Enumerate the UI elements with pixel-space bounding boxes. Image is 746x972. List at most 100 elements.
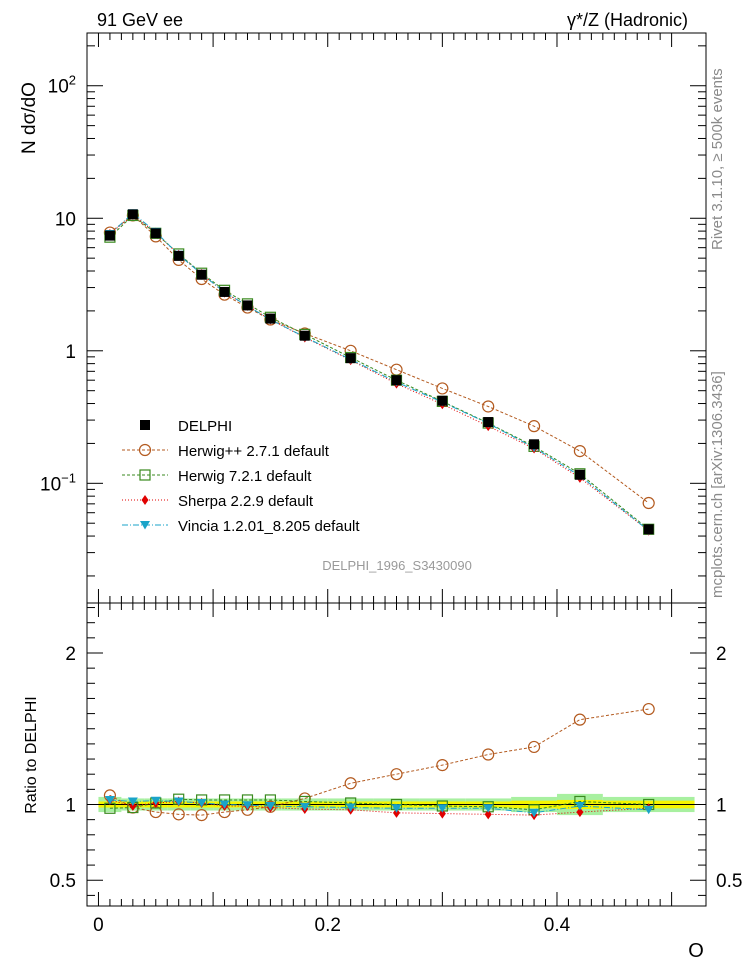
x-axis-label: O (688, 940, 704, 962)
legend-entry-vincia: Vincia 1.2.01_8.205 default (122, 518, 360, 535)
watermark: DELPHI_1996_S3430090 (322, 558, 472, 573)
data-point (527, 740, 541, 754)
legend-entry-sherpa: Sherpa 2.2.9 default (122, 493, 314, 510)
data-point (574, 802, 585, 811)
y-tick-label-right: 1 (716, 795, 727, 816)
ratio-frame (86, 602, 707, 907)
data-point (104, 795, 115, 805)
series-herwigpp (103, 209, 655, 510)
series-line (109, 212, 649, 531)
data-point (576, 807, 584, 818)
data-point (345, 353, 356, 364)
legend-label: Herwig++ 2.7.1 default (178, 443, 330, 460)
data-point (196, 269, 207, 280)
main-y-tick-labels: 10−1 1 10 102 (40, 73, 76, 496)
data-point (104, 230, 115, 241)
data-point (173, 797, 184, 806)
process-energy-label: 91 GeV ee (97, 10, 183, 30)
ratio-y-tick-labels: 0.5 0.5 1 1 2 2 (50, 644, 743, 892)
data-point (150, 228, 161, 239)
legend-label: Herwig 7.2.1 default (178, 468, 312, 485)
data-point (391, 375, 402, 386)
y-tick-label-right: 0.5 (716, 871, 742, 892)
data-point (150, 796, 161, 806)
legend-entry-herwig7: Herwig 7.2.1 default (122, 468, 312, 485)
y-tick-label: 10−1 (40, 470, 76, 495)
series-herwig7 (104, 209, 655, 535)
x-tick-label: 0.4 (544, 915, 571, 936)
data-point (642, 496, 655, 510)
data-point (141, 495, 149, 505)
x-tick-label: 0.2 (315, 915, 341, 936)
data-point (573, 713, 587, 726)
series-line (109, 799, 649, 814)
ratio-series-vincia (104, 795, 654, 818)
data-point (436, 382, 449, 395)
series-line (109, 708, 649, 816)
main-ticks (87, 33, 706, 603)
data-point (196, 798, 207, 808)
y-tick-label: 1 (65, 795, 76, 816)
data-point (390, 768, 403, 781)
y-tick-label: 10 (55, 209, 76, 230)
data-point (483, 417, 494, 428)
data-point (393, 807, 400, 818)
y-tick-label: 0.5 (50, 871, 76, 892)
legend-label: Vincia 1.2.01_8.205 default (178, 518, 360, 535)
data-point (299, 330, 310, 341)
ratio-y-axis-label: Ratio to DELPHI (23, 696, 40, 813)
ratio-series (103, 702, 655, 822)
data-point (436, 759, 449, 772)
legend-label: DELPHI (178, 418, 232, 435)
legend-label: Sherpa 2.2.9 default (178, 493, 314, 510)
data-point (643, 805, 654, 815)
data-point (643, 524, 654, 535)
data-point (483, 804, 494, 813)
data-point (127, 797, 138, 806)
data-point (242, 801, 253, 810)
data-point (172, 808, 185, 821)
series-delphi (104, 209, 654, 535)
ratio-ticks (87, 603, 706, 906)
legend-entry-delphi: DELPHI (140, 418, 232, 435)
data-point (173, 250, 184, 261)
main-series (103, 209, 655, 536)
data-point (529, 439, 540, 450)
data-point (642, 702, 655, 716)
data-point (265, 313, 276, 324)
x-tick-label: 0 (93, 915, 104, 936)
data-point (219, 286, 230, 297)
series-line (109, 214, 649, 504)
data-point (529, 808, 540, 818)
y-tick-label: 102 (48, 73, 76, 98)
process-name-label: γ*/Z (Hadronic) (567, 10, 688, 30)
series-line (109, 799, 649, 816)
data-point (527, 420, 541, 433)
data-point (482, 400, 495, 413)
series-line (109, 214, 649, 530)
data-point (140, 420, 150, 430)
data-point (129, 801, 137, 812)
data-point (299, 802, 310, 812)
y-tick-label-right: 2 (716, 644, 727, 665)
data-point (265, 802, 276, 811)
legend: DELPHI Herwig++ 2.7.1 default Herwig 7.2.1… (122, 418, 360, 535)
data-point (482, 748, 495, 761)
data-point (344, 777, 357, 790)
data-point (219, 800, 230, 809)
rivet-version-label: Rivet 3.1.10, ≥ 500k events (709, 68, 726, 250)
data-point (127, 209, 138, 220)
data-point (391, 804, 402, 813)
series-sherpa (106, 209, 653, 536)
data-point (345, 803, 356, 813)
main-y-axis-label: N dσ/dO (19, 82, 40, 154)
data-point (140, 521, 150, 530)
data-point (437, 395, 448, 406)
data-point (437, 804, 448, 813)
data-point (573, 445, 587, 458)
legend-entry-herwigpp: Herwig++ 2.7.1 default (122, 443, 330, 460)
data-point (139, 469, 151, 481)
data-point (195, 808, 208, 822)
data-point (484, 809, 492, 820)
